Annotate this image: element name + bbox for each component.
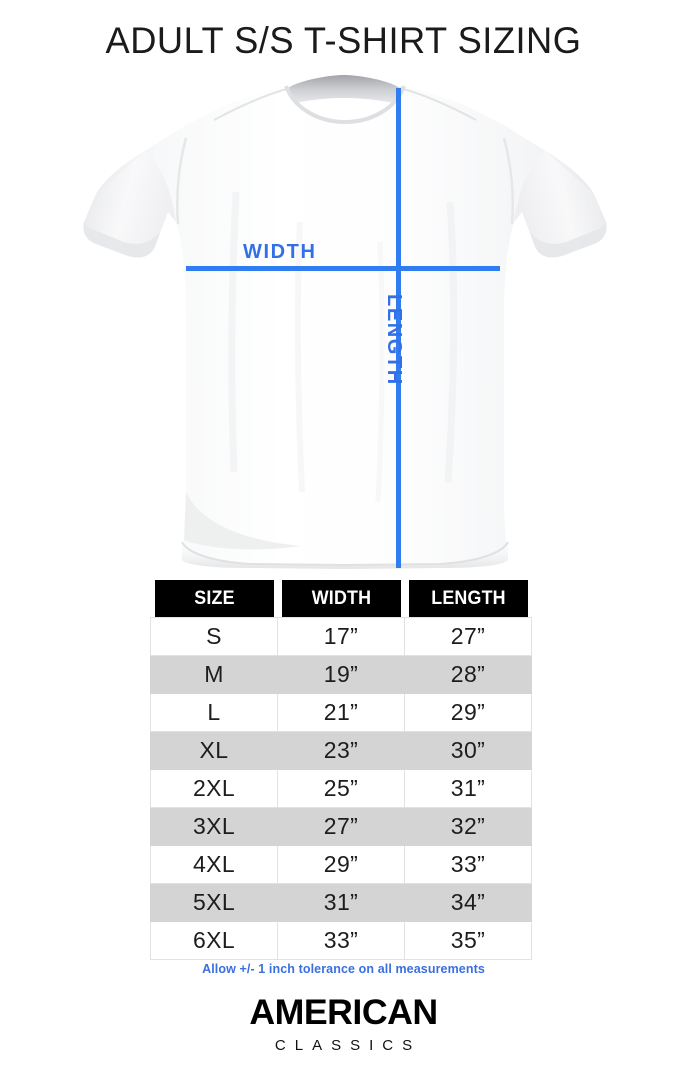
brand-name-secondary: CLASSICS (274, 1037, 422, 1054)
cell-size: M (150, 655, 278, 694)
cell-length: 27” (404, 617, 532, 656)
cell-width: 23” (277, 731, 405, 770)
table-row: 2XL 25” 31” (150, 769, 532, 808)
brand-logo: AMERICAN CLASSICS (0, 995, 687, 1053)
table-row: 5XL 31” 34” (150, 883, 532, 922)
brand-name-primary: AMERICAN (249, 993, 438, 1032)
cell-length: 29” (404, 693, 532, 732)
cell-size: 3XL (150, 807, 278, 846)
table-header-row: SIZE WIDTH LENGTH (151, 580, 532, 618)
table-body: S 17” 27” M 19” 28” L 21” 29” XL 23” 30”… (150, 617, 532, 960)
length-guide-line (396, 88, 401, 568)
cell-width: 31” (277, 883, 405, 922)
width-label: WIDTH (243, 241, 317, 263)
table-row: S 17” 27” (150, 617, 532, 656)
shirt-diagram: WIDTH LENGTH (0, 72, 687, 572)
table-row: XL 23” 30” (150, 731, 532, 770)
cell-width: 25” (277, 769, 405, 808)
cell-width: 19” (277, 655, 405, 694)
table-header: SIZE WIDTH LENGTH (151, 580, 532, 618)
cell-size: S (150, 617, 278, 656)
cell-length: 30” (404, 731, 532, 770)
cell-size: 5XL (150, 883, 278, 922)
width-guide-line (186, 266, 500, 271)
tshirt-illustration (83, 75, 607, 569)
cell-length: 32” (404, 807, 532, 846)
cell-size: 4XL (150, 845, 278, 884)
cell-width: 21” (277, 693, 405, 732)
size-chart-table: SIZE WIDTH LENGTH S 17” 27” M 19” 28” L … (150, 580, 532, 960)
table-row: 6XL 33” 35” (150, 921, 532, 960)
cell-length: 31” (404, 769, 532, 808)
cell-length: 33” (404, 845, 532, 884)
table-row: 4XL 29” 33” (150, 845, 532, 884)
cell-length: 34” (404, 883, 532, 922)
cell-length: 28” (404, 655, 532, 694)
cell-width: 27” (277, 807, 405, 846)
cell-width: 17” (277, 617, 405, 656)
cell-width: 29” (277, 845, 405, 884)
cell-length: 35” (404, 921, 532, 960)
cell-size: XL (150, 731, 278, 770)
table-row: L 21” 29” (150, 693, 532, 732)
cell-size: 2XL (150, 769, 278, 808)
cell-width: 33” (277, 921, 405, 960)
cell-size: L (150, 693, 278, 732)
header-width: WIDTH (281, 580, 401, 618)
tolerance-note: Allow +/- 1 inch tolerance on all measur… (202, 962, 485, 976)
table-row: 3XL 27” 32” (150, 807, 532, 846)
page-title: ADULT S/S T-SHIRT SIZING (105, 20, 582, 61)
table-row: M 19” 28” (150, 655, 532, 694)
cell-size: 6XL (150, 921, 278, 960)
header-length: LENGTH (408, 580, 528, 618)
length-label: LENGTH (383, 294, 405, 386)
header-size: SIZE (154, 580, 274, 618)
